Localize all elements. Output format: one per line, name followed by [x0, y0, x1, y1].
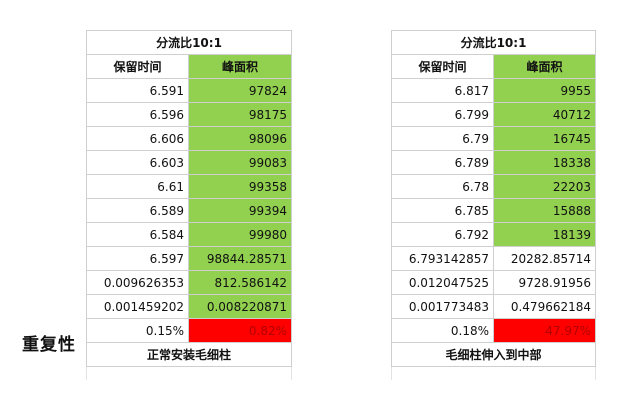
cell-rsd-area[interactable]: 0.82%: [187, 318, 293, 343]
cell-time[interactable]: 6.792: [391, 222, 494, 247]
cell-time[interactable]: 6.789: [391, 150, 494, 175]
table-row: 6.591 97824: [86, 78, 293, 103]
cell-time[interactable]: 0.009626353: [86, 270, 189, 295]
cell-area[interactable]: 99394: [187, 198, 293, 223]
cell-area[interactable]: 9955: [492, 78, 597, 103]
table-row: 6.589 99394: [86, 198, 293, 223]
cell-rsd-time[interactable]: 0.15%: [86, 318, 189, 343]
caption-row: 分流比10:1: [85, 30, 293, 55]
table-row-sd: 0.012047525 9728.91956: [391, 270, 597, 295]
cell-area[interactable]: 20282.85714: [492, 246, 597, 271]
cell-time[interactable]: 6.799: [391, 102, 494, 127]
cell-area[interactable]: 0.008220871: [187, 294, 293, 319]
cell-time[interactable]: 6.591: [86, 78, 189, 103]
cell-area[interactable]: 22203: [492, 174, 597, 199]
cell-time[interactable]: 6.79: [391, 126, 494, 151]
table-caption[interactable]: 分流比10:1: [390, 30, 597, 55]
table-row-sd: 0.009626353 812.586142: [86, 270, 293, 295]
column-header-time[interactable]: 保留时间: [86, 54, 189, 79]
cell-area[interactable]: 40712: [492, 102, 597, 127]
table-row: 6.78 22203: [391, 174, 597, 199]
cell-rsd-time[interactable]: 0.18%: [391, 318, 494, 343]
caption-row: 分流比10:1: [390, 30, 597, 55]
cell-area[interactable]: 18338: [492, 150, 597, 175]
cell-time[interactable]: 0.001773483: [391, 294, 494, 319]
table-row: 6.603 99083: [86, 150, 293, 175]
repeatability-label: 重复性: [22, 335, 76, 355]
cell-area[interactable]: 98844.28571: [187, 246, 293, 271]
cell-time[interactable]: 6.584: [86, 222, 189, 247]
cell-area[interactable]: 98175: [187, 102, 293, 127]
cell-area[interactable]: 97824: [187, 78, 293, 103]
table-row: 6.792 18139: [391, 222, 597, 247]
table-row: 6.817 9955: [391, 78, 597, 103]
cell-time[interactable]: 6.78: [391, 174, 494, 199]
column-header-time[interactable]: 保留时间: [391, 54, 494, 79]
table-row-rsd: 0.18% 47.97%: [391, 318, 597, 343]
cell-area[interactable]: 98096: [187, 126, 293, 151]
column-header-area[interactable]: 峰面积: [187, 54, 293, 79]
cell-area[interactable]: 99358: [187, 174, 293, 199]
table-row-mean: 6.597 98844.28571: [86, 246, 293, 271]
cell-time[interactable]: 6.61: [86, 174, 189, 199]
cell-time[interactable]: 6.785: [391, 198, 494, 223]
cell-area[interactable]: 15888: [492, 198, 597, 223]
table-row-ratio: 0.001459202 0.008220871: [86, 294, 293, 319]
cell-area[interactable]: 16745: [492, 126, 597, 151]
table-footer-label[interactable]: 正常安装毛细柱: [85, 342, 293, 367]
table-row: 6.79 16745: [391, 126, 597, 151]
cell-time[interactable]: 0.012047525: [391, 270, 494, 295]
cell-time[interactable]: 6.597: [86, 246, 189, 271]
cell-time[interactable]: 6.793142857: [391, 246, 494, 271]
table-row: 6.799 40712: [391, 102, 597, 127]
cell-area[interactable]: 99980: [187, 222, 293, 247]
table-row: 6.584 99980: [86, 222, 293, 247]
cell-time[interactable]: 6.589: [86, 198, 189, 223]
cell-time[interactable]: 0.001459202: [86, 294, 189, 319]
table-row: 6.785 15888: [391, 198, 597, 223]
table-footer-label[interactable]: 毛细柱伸入到中部: [390, 342, 597, 367]
table-row-mean: 6.793142857 20282.85714: [391, 246, 597, 271]
cell-time[interactable]: 6.603: [86, 150, 189, 175]
cell-rsd-area[interactable]: 47.97%: [492, 318, 597, 343]
header-row: 保留时间 峰面积: [391, 54, 597, 79]
table-caption[interactable]: 分流比10:1: [85, 30, 293, 55]
table-row-rsd: 0.15% 0.82%: [86, 318, 293, 343]
cell-time[interactable]: 6.817: [391, 78, 494, 103]
column-header-area[interactable]: 峰面积: [492, 54, 597, 79]
footer-row: 毛细柱伸入到中部: [390, 342, 597, 367]
table-row: 6.61 99358: [86, 174, 293, 199]
table-row-ratio: 0.001773483 0.479662184: [391, 294, 597, 319]
right-data-table: 分流比10:1 保留时间 峰面积 6.817 9955 6.799 40712 …: [390, 30, 597, 367]
cell-area[interactable]: 99083: [187, 150, 293, 175]
cell-time[interactable]: 6.596: [86, 102, 189, 127]
table-row: 6.789 18338: [391, 150, 597, 175]
cell-area[interactable]: 18139: [492, 222, 597, 247]
cell-area[interactable]: 0.479662184: [492, 294, 597, 319]
table-row: 6.596 98175: [86, 102, 293, 127]
cell-area[interactable]: 812.586142: [187, 270, 293, 295]
cell-area[interactable]: 9728.91956: [492, 270, 597, 295]
left-data-table: 分流比10:1 保留时间 峰面积 6.591 97824 6.596 98175…: [85, 30, 293, 367]
footer-row: 正常安装毛细柱: [85, 342, 293, 367]
header-row: 保留时间 峰面积: [86, 54, 293, 79]
cell-time[interactable]: 6.606: [86, 126, 189, 151]
table-row: 6.606 98096: [86, 126, 293, 151]
